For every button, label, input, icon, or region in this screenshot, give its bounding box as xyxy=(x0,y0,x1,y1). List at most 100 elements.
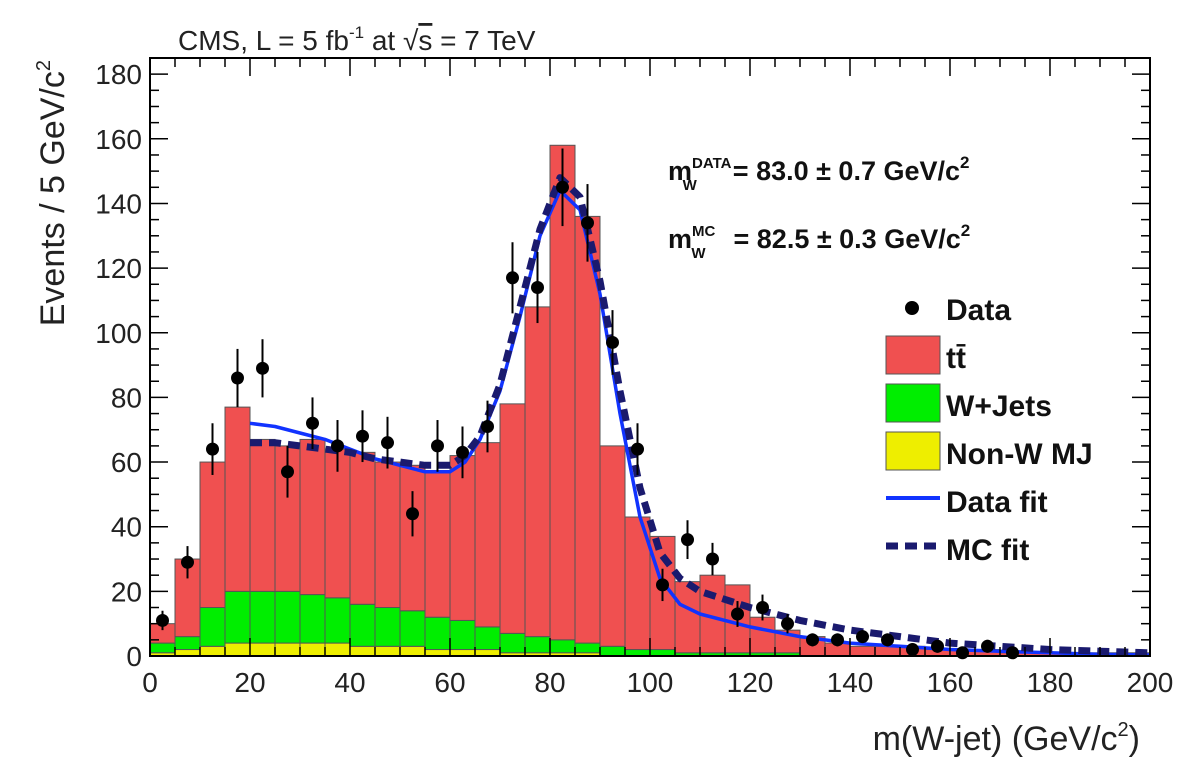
bar-ttbar xyxy=(349,451,376,605)
data-point xyxy=(456,445,469,459)
data-point xyxy=(581,216,594,230)
data-point xyxy=(231,371,244,385)
bar-ttbar xyxy=(374,461,401,609)
data-point xyxy=(681,533,694,547)
bar-ttbar xyxy=(599,445,626,647)
legend-label: Data xyxy=(946,294,1011,327)
data-point xyxy=(731,607,744,621)
bar-nonw xyxy=(324,642,351,657)
bar-wjets xyxy=(574,642,601,654)
x-tick-labels: 0 20 40 60 80 100 120 140 160 180 200 xyxy=(142,667,1173,698)
x-tick-label: 160 xyxy=(927,667,974,698)
stacked-bars xyxy=(149,144,1151,657)
bar-ttbar xyxy=(474,442,501,628)
data-point xyxy=(1006,646,1019,660)
bar-ttbar xyxy=(424,471,451,618)
legend: Data tt̄ W+Jets Non-W MJ Data fit MC fit xyxy=(885,294,1093,567)
bar-wjets xyxy=(324,597,351,644)
bar-wjets xyxy=(499,632,526,654)
data-mass-annotation: mDATA W = 83.0 ± 0.7 GeV/c2 xyxy=(668,153,970,194)
y-tick-label: 20 xyxy=(111,576,142,607)
bar-wjets xyxy=(424,616,451,651)
bar-wjets xyxy=(174,636,201,651)
data-point xyxy=(556,180,569,194)
bar-nonw xyxy=(199,645,226,657)
bar-nonw xyxy=(399,645,426,657)
y-tick-label: 60 xyxy=(111,447,142,478)
bar-wjets xyxy=(224,590,251,644)
bar-ttbar xyxy=(674,581,701,654)
legend-label: Non-W MJ xyxy=(946,438,1093,471)
data-point xyxy=(631,442,644,456)
bar-wjets xyxy=(549,639,576,654)
bar-ttbar xyxy=(849,645,876,657)
y-tick-label: 160 xyxy=(95,124,142,155)
data-points xyxy=(156,148,1019,660)
bar-ttbar xyxy=(299,438,326,596)
bar-nonw xyxy=(274,642,301,657)
bar-nonw xyxy=(224,642,251,657)
data-point xyxy=(306,416,319,430)
y-tick-labels: 0 20 40 60 80 100 120 140 160 180 xyxy=(95,59,142,672)
data-point xyxy=(956,646,969,660)
bar-ttbar xyxy=(574,215,601,644)
bar-nonw xyxy=(299,642,326,657)
data-point xyxy=(881,633,894,647)
data-point xyxy=(706,552,719,566)
data-point xyxy=(506,271,519,285)
x-tick-label: 40 xyxy=(334,667,365,698)
bar-wjets xyxy=(474,626,501,651)
bar-ttbar xyxy=(199,461,226,609)
bar-wjets xyxy=(524,636,551,654)
bar-wjets xyxy=(449,619,476,651)
y-tick-label: 0 xyxy=(126,641,142,672)
data-point xyxy=(931,639,944,653)
y-tick-label: 180 xyxy=(95,59,142,90)
legend-label: Data fit xyxy=(946,486,1048,519)
bar-ttbar xyxy=(249,438,276,592)
fit-curves xyxy=(249,174,1151,657)
legend-marker-data xyxy=(905,301,919,315)
data-point xyxy=(206,442,219,456)
data-point xyxy=(356,429,369,443)
legend-swatch-wjets xyxy=(885,383,941,423)
data-point xyxy=(406,507,419,521)
data-point xyxy=(531,281,544,295)
data-point xyxy=(256,361,269,375)
y-tick-label: 120 xyxy=(95,253,142,284)
bar-wjets xyxy=(299,594,326,644)
data-point xyxy=(181,555,194,569)
data-point xyxy=(331,439,344,453)
data-point xyxy=(756,601,769,615)
bar-nonw xyxy=(249,642,276,657)
data-point xyxy=(831,633,844,647)
bar-ttbar xyxy=(524,306,551,638)
legend-swatch-nonw xyxy=(885,431,941,471)
x-tick-label: 180 xyxy=(1027,667,1074,698)
data-point xyxy=(781,617,794,631)
x-axis-title: m(W-jet) (GeV/c2) xyxy=(873,719,1140,758)
y-tick-label: 80 xyxy=(111,382,142,413)
legend-label: MC fit xyxy=(946,534,1029,567)
experiment-header: CMS, L = 5 fb-1 at √s = 7 TeV xyxy=(178,23,536,56)
y-tick-label: 40 xyxy=(111,512,142,543)
bar-nonw xyxy=(374,645,401,657)
bar-wjets xyxy=(349,603,376,647)
data-point xyxy=(156,613,169,627)
bar-wjets xyxy=(599,645,626,657)
fit-mc_fit xyxy=(250,174,1151,657)
data-point xyxy=(481,419,494,433)
data-point xyxy=(656,578,669,592)
bar-ttbar xyxy=(749,616,776,654)
data-point xyxy=(281,465,294,479)
bar-nonw xyxy=(349,645,376,657)
legend-label: tt̄ xyxy=(946,342,966,375)
bar-ttbar xyxy=(499,403,526,634)
x-tick-label: 80 xyxy=(534,667,565,698)
bar-wjets xyxy=(374,607,401,647)
x-tick-label: 200 xyxy=(1127,667,1174,698)
y-axis-title: Events / 5 GeV/c2 xyxy=(33,60,72,326)
x-tick-label: 60 xyxy=(434,667,465,698)
axis-ticks xyxy=(149,57,1151,657)
